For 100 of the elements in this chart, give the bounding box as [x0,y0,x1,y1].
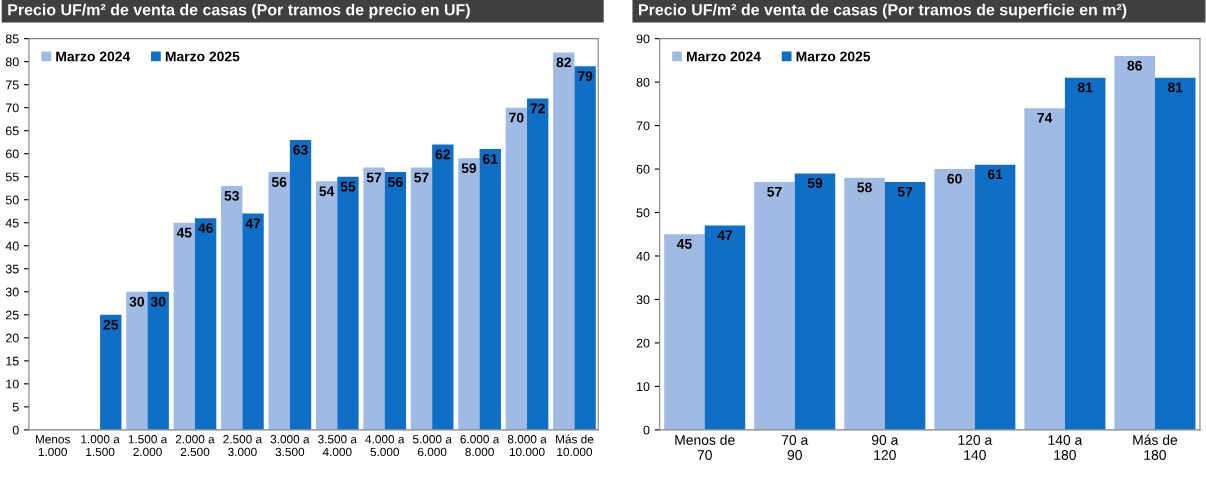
bar [794,173,836,430]
chart-title: Precio UF/m² de venta de casas (Por tramos de precio en UF) [8,3,470,19]
bar [432,144,454,430]
bar [363,167,385,430]
data-label: 70 [509,112,524,123]
data-label: 57 [897,186,913,197]
y-tick-label: 15 [6,356,19,366]
bar [242,213,264,430]
x-tick-label: 1.000 a 1.500 [81,435,120,457]
y-tick-label: 50 [636,208,650,218]
y-tick-label: 70 [5,103,19,113]
legend-label: Marzo 2024 [687,51,761,62]
data-label: 57 [767,186,782,197]
data-label: 45 [176,227,192,238]
y-tick-label: 10 [6,379,19,389]
data-label: 30 [129,296,145,307]
bar [147,291,169,430]
x-tick-label: 70 a 90 [781,435,809,460]
bar [479,149,501,430]
x-tick-label: 120 a 140 [958,435,993,460]
bar [704,225,746,430]
y-tick-label: 80 [636,77,650,87]
data-label: 45 [676,239,692,249]
y-tick-label: 5 [12,402,19,412]
y-tick-label: 20 [5,333,19,343]
bar [126,291,148,430]
data-label: 25 [103,319,119,330]
chart-title: Precio UF/m² de venta de casas (Por tramos de superficie en m²) [639,3,1127,19]
y-tick-label: 60 [636,164,650,174]
bar [458,158,480,430]
data-label: 46 [198,223,213,233]
y-tick-label: 0 [12,425,19,435]
x-tick-label: 90 a 120 [871,435,899,460]
data-label: 53 [224,190,239,201]
bar [315,181,338,430]
x-tick-label: Más de 10.000 [556,434,594,457]
bar [844,177,885,430]
x-tick-label: 6.000 a 8.000 [460,435,500,457]
data-label: 60 [947,173,962,184]
y-tick-label: 75 [5,80,19,90]
data-label: 82 [556,57,571,68]
data-label: 74 [1037,113,1053,123]
data-label: 47 [245,218,261,229]
bar [221,185,243,430]
x-tick-label: 4.000 a 5.000 [365,435,405,457]
bar [1064,77,1106,430]
x-tick-label: 5.000 a 6.000 [412,435,452,457]
y-tick-label: 0 [643,425,650,435]
data-label: 58 [857,182,872,193]
bar [553,52,575,430]
legend-label: Marzo 2025 [796,51,871,62]
x-tick-label: 3.000 a 3.500 [270,435,310,457]
bar [173,222,195,430]
bar [934,169,975,430]
y-tick-label: 20 [636,338,650,348]
y-tick-label: 40 [636,251,650,261]
data-label: 47 [717,230,733,240]
data-label: 81 [1167,82,1183,93]
data-label: 57 [366,172,382,183]
bar [194,218,217,430]
y-tick-label: 40 [5,241,19,251]
data-label: 57 [414,172,429,183]
y-tick-label: 30 [5,287,19,297]
y-tick-label: 80 [5,57,19,67]
data-label: 86 [1127,60,1142,71]
y-tick-label: 30 [636,295,650,305]
bar [337,176,359,430]
bar [1114,56,1155,430]
x-tick-label: 1.500 a 2.000 [128,435,168,457]
y-tick-label: 35 [5,264,19,274]
x-tick-label: Menos 1.000 [35,435,70,457]
data-label: 79 [578,71,593,82]
bar [1024,108,1065,430]
data-label: 55 [340,181,356,192]
x-tick-label: 3.500 a 4.000 [318,435,357,457]
legend-label: Marzo 2024 [56,51,131,62]
bar [268,172,290,430]
bar [1154,77,1196,430]
bar [664,234,705,430]
data-label: 61 [483,154,498,164]
bar [884,182,926,430]
bar [754,182,795,430]
x-tick-label: Más de 180 [1133,434,1178,460]
y-tick-label: 70 [636,121,650,131]
bar [574,66,596,430]
data-label: 59 [807,178,823,188]
data-label: 63 [293,144,308,155]
bar [384,172,407,430]
data-label: 56 [388,177,403,187]
y-tick-label: 90 [636,34,650,44]
y-tick-label: 45 [5,218,19,228]
bar [974,164,1016,430]
data-label: 81 [1077,82,1093,93]
legend-label: Marzo 2025 [165,51,240,62]
x-tick-label: Menos de 70 [675,434,735,460]
data-label: 56 [271,177,287,187]
x-tick-label: 8.000 a 10.000 [507,435,547,457]
data-label: 72 [530,103,545,114]
y-tick-label: 65 [5,126,19,136]
data-label: 59 [461,163,477,174]
